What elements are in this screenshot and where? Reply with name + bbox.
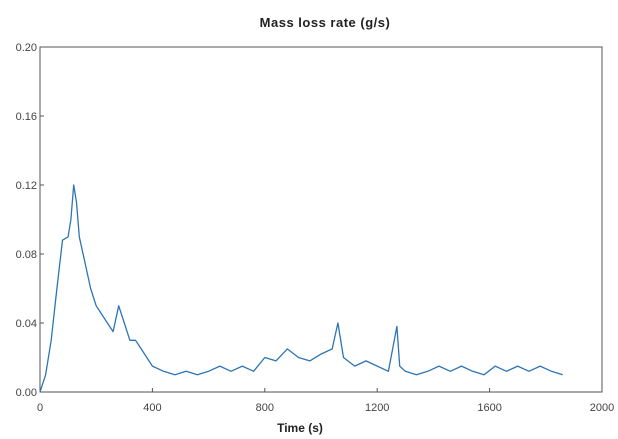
y-tick-label: 0.00 (16, 387, 37, 399)
x-axis-ticks: 0 400 800 1200 1600 2000 (37, 388, 614, 414)
x-tick-label: 1200 (365, 402, 389, 414)
x-tick-label: 800 (256, 402, 274, 414)
y-tick-label: 0.16 (16, 111, 37, 123)
y-axis-ticks: 0.00 0.04 0.08 0.12 0.16 0.20 (16, 42, 44, 399)
y-tick-label: 0.04 (16, 318, 37, 330)
series-line-0 (39, 184, 563, 393)
x-tick-label: 400 (143, 402, 161, 414)
x-tick-label: 1600 (477, 402, 501, 414)
y-tick-label: 0.20 (16, 42, 37, 54)
chart-title: Mass loss rate (g/s) (260, 15, 391, 30)
series-group (39, 184, 563, 393)
plot-area-frame (39, 46, 603, 393)
x-tick-label: 2000 (590, 402, 614, 414)
x-axis-label: Time (s) (277, 421, 323, 435)
x-tick-label: 0 (37, 402, 43, 414)
y-tick-label: 0.08 (16, 249, 37, 261)
y-tick-label: 0.12 (16, 180, 37, 192)
